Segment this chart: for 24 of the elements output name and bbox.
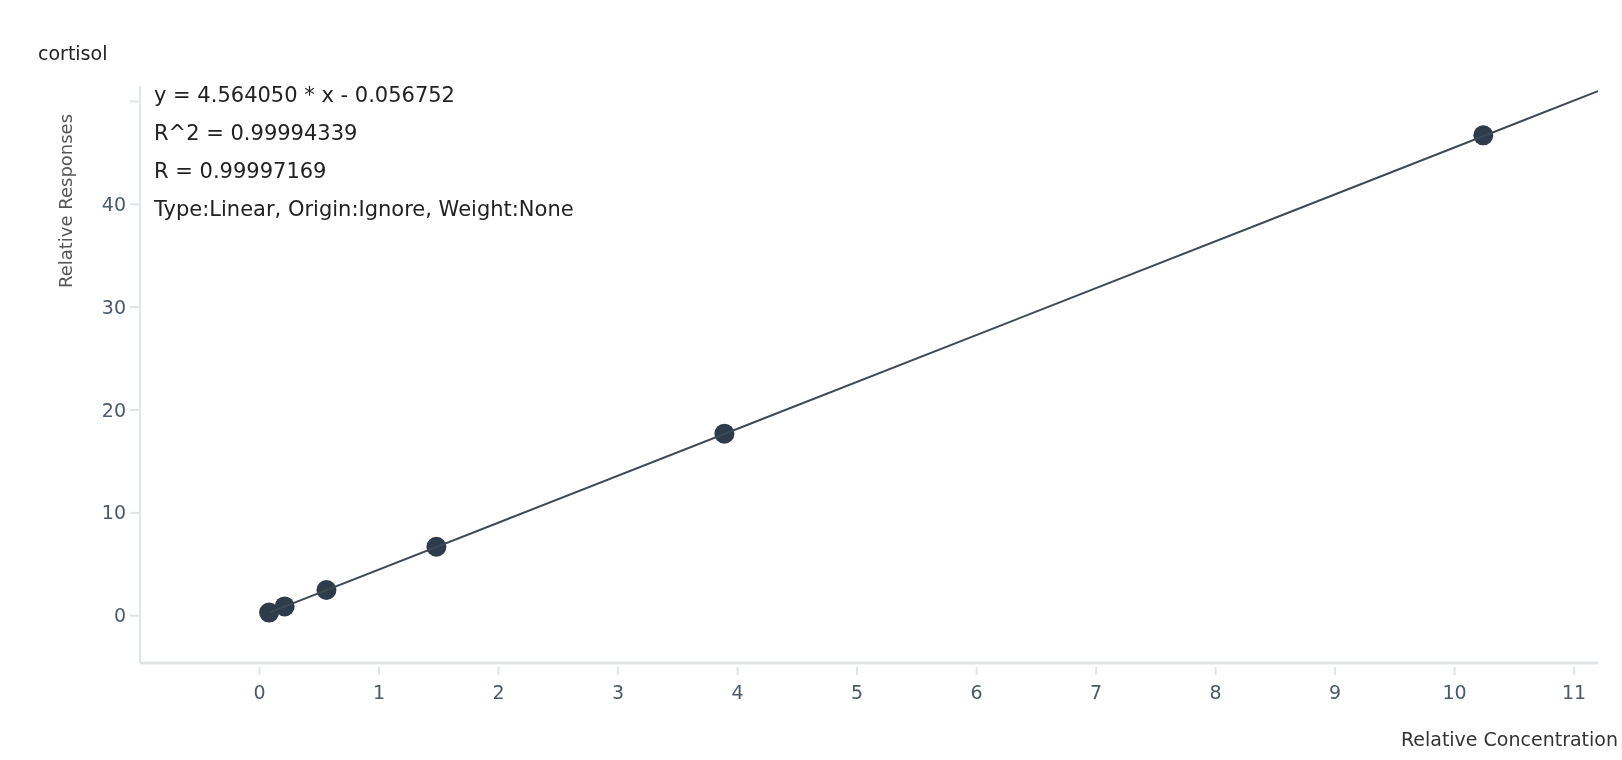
y-axis-title: Relative Responses xyxy=(55,113,76,289)
y-tick-label: 20 xyxy=(101,398,126,421)
annotation: R^2 = 0.99994339 xyxy=(154,121,358,145)
x-tick-label: 4 xyxy=(731,681,744,703)
x-tick-label: 1 xyxy=(372,681,386,703)
x-axis-title: Relative Concentration xyxy=(1400,728,1618,750)
y-tick-label: 30 xyxy=(101,295,126,318)
x-tick-label: 0 xyxy=(253,681,266,703)
x-tick-label: 3 xyxy=(612,681,625,703)
annotation: R = 0.99997169 xyxy=(154,159,327,183)
x-tick-label: 7 xyxy=(1090,681,1103,703)
x-tick-label: 8 xyxy=(1209,681,1222,703)
annotation: Type:Linear, Origin:Ignore, Weight:None xyxy=(153,197,574,221)
x-tick-label: 10 xyxy=(1442,681,1467,703)
y-tick-label: 40 xyxy=(101,192,126,215)
x-tick-label: 2 xyxy=(492,681,505,703)
annotation: y = 4.564050 * x - 0.056752 xyxy=(154,83,455,107)
y-tick-label: 10 xyxy=(101,501,126,524)
y-tick-label: 0 xyxy=(113,604,126,627)
chart-title: cortisol xyxy=(38,42,108,64)
x-tick-label: 6 xyxy=(970,681,983,703)
x-tick-label: 9 xyxy=(1329,681,1342,703)
x-tick-label: 11 xyxy=(1562,681,1587,703)
x-tick-label: 5 xyxy=(851,681,864,703)
